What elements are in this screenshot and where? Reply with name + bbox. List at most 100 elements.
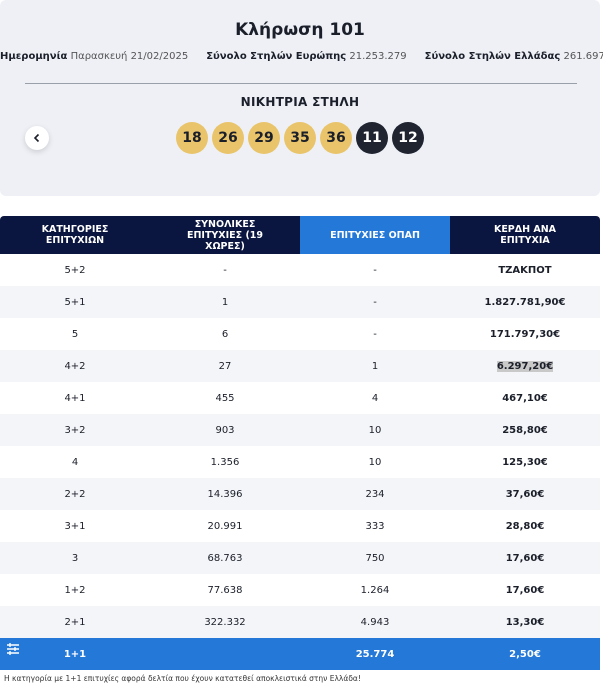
table-cell: 333 — [300, 521, 450, 532]
table-cell: 14.396 — [150, 489, 300, 500]
cell-text: 28,80€ — [505, 520, 545, 532]
table-cell: 3+2 — [0, 425, 150, 436]
table-row: 1+2 77.638 1.264 17,60€ — [0, 574, 600, 606]
info-value: 261.697 — [563, 51, 603, 62]
cell-text: 37,60€ — [505, 488, 545, 500]
footnote: Η κατηγορία με 1+1 επιτυχίες αφορά δελτί… — [4, 674, 361, 683]
info-label: Σύνολο Στηλών Ελλάδας — [424, 51, 561, 62]
table-cell: 27 — [150, 361, 300, 372]
info-label: Σύνολο Στηλών Ευρώπης — [206, 51, 347, 62]
main-number: 18 — [176, 122, 208, 154]
cell-text: 455 — [215, 392, 235, 404]
winning-numbers: 18 26 29 35 36 11 12 — [176, 122, 424, 154]
cell-text: 6 — [221, 328, 229, 340]
cell-text: 1.264 — [360, 584, 390, 596]
cell-text: 68.763 — [207, 552, 243, 564]
cell-text: - — [373, 264, 377, 276]
cell-text: 14.396 — [207, 488, 243, 500]
table-cell: 2+2 — [0, 489, 150, 500]
info-value: 21.253.279 — [349, 51, 407, 62]
table-cell: 5 — [0, 329, 150, 340]
table-row: 4+2 27 1 6.297,20€ — [0, 350, 600, 382]
table-cell: 1.356 — [150, 457, 300, 468]
cell-text: 4.943 — [360, 616, 390, 628]
table-cell: 25.774 — [300, 649, 450, 660]
table-cell: - — [300, 329, 450, 340]
table-cell: 17,60€ — [450, 585, 600, 596]
cell-text: 4 — [371, 392, 379, 404]
main-number: 36 — [320, 122, 352, 154]
euro-number: 11 — [356, 122, 388, 154]
cell-text: 1.356 — [210, 456, 240, 468]
table-cell: ΤΖΑΚΠΟΤ — [450, 265, 600, 276]
table-cell: 2+1 — [0, 617, 150, 628]
table-cell: 4+2 — [0, 361, 150, 372]
cell-text: 13,30€ — [505, 616, 545, 628]
column-header: ΚΑΤΗΓΟΡΙΕΣ ΕΠΙΤΥΧΙΩΝ — [41, 224, 109, 246]
table-cell: 10 — [300, 425, 450, 436]
table-cell: 28,80€ — [450, 521, 600, 532]
table-cell: 234 — [300, 489, 450, 500]
cell-text: 1+2 — [64, 584, 86, 596]
draw-card: Κλήρωση 101 Ημερομηνία Παρασκευή 21/02/2… — [0, 0, 603, 196]
cell-text: 17,60€ — [505, 584, 545, 596]
table-row: 1+1 25.774 2,50€ — [0, 638, 600, 670]
column-header: ΣΥΝΟΛΙΚΕΣ ΕΠΙΤΥΧΙΕΣ (19 ΧΩΡΕΣ) — [186, 218, 264, 252]
table-cell: 1 — [150, 297, 300, 308]
table-cell: 750 — [300, 553, 450, 564]
cell-text: 258,80€ — [502, 424, 548, 436]
table-cell: 13,30€ — [450, 617, 600, 628]
cell-text: 1.827.781,90€ — [484, 296, 566, 308]
draw-info: Ημερομηνία Παρασκευή 21/02/2025 Σύνολο Στ… — [0, 51, 603, 62]
cell-text: 322.332 — [204, 616, 246, 628]
cell-text: 2+2 — [64, 488, 86, 500]
cell-text: 77.638 — [207, 584, 243, 596]
cell-text: 2+1 — [64, 616, 86, 628]
table-row: 3+2 903 10 258,80€ — [0, 414, 600, 446]
table-row: 4 1.356 10 125,30€ — [0, 446, 600, 478]
cell-text: 2,50€ — [509, 648, 541, 660]
cell-text: 10 — [368, 424, 382, 436]
table-cell: 10 — [300, 457, 450, 468]
cell-text: 27 — [218, 360, 232, 372]
cell-text: 17,60€ — [505, 552, 545, 564]
cell-text: 5+2 — [64, 264, 86, 276]
table-row: 5+1 1 - 1.827.781,90€ — [0, 286, 600, 318]
table-row: 2+2 14.396 234 37,60€ — [0, 478, 600, 510]
cell-text: 4 — [71, 456, 79, 468]
cell-text: 3 — [71, 552, 79, 564]
cell-text: 234 — [365, 488, 385, 500]
table-cell: - — [150, 265, 300, 276]
results-table: ΚΑΤΗΓΟΡΙΕΣ ΕΠΙΤΥΧΙΩΝ ΣΥΝΟΛΙΚΕΣ ΕΠΙΤΥΧΙΕΣ … — [0, 216, 600, 670]
table-cell: 1.264 — [300, 585, 450, 596]
table-cell: 77.638 — [150, 585, 300, 596]
main-number: 35 — [284, 122, 316, 154]
table-cell: 467,10€ — [450, 393, 600, 404]
table-row: 2+1 322.332 4.943 13,30€ — [0, 606, 600, 638]
info-label: Ημερομηνία — [0, 51, 68, 62]
column-header: ΚΕΡΔΗ ΑΝΑ ΕΠΙΤΥΧΙΑ — [493, 224, 557, 246]
cell-text: 5+1 — [64, 296, 86, 308]
table-cell: 322.332 — [150, 617, 300, 628]
table-row: 5 6 - 171.797,30€ — [0, 318, 600, 350]
cell-text: 1 — [221, 296, 229, 308]
table-cell: 4 — [300, 393, 450, 404]
draw-title: Κλήρωση 101 — [235, 20, 365, 40]
divider — [25, 83, 577, 84]
table-cell: - — [300, 297, 450, 308]
table-cell: - — [300, 265, 450, 276]
cell-text: 125,30€ — [502, 456, 548, 468]
cell-text: 1+1 — [63, 648, 87, 660]
cell-text: 3+2 — [64, 424, 86, 436]
table-cell: 68.763 — [150, 553, 300, 564]
back-button[interactable] — [25, 126, 49, 150]
list-icon — [7, 642, 19, 655]
cell-text: 5 — [71, 328, 79, 340]
cell-text: 903 — [215, 424, 235, 436]
table-cell: 3 — [0, 553, 150, 564]
column-header: ΕΠΙΤΥΧΙΕΣ ΟΠΑΠ — [300, 216, 450, 254]
table-row: 3 68.763 750 17,60€ — [0, 542, 600, 574]
table-cell: 5+1 — [0, 297, 150, 308]
table-row: 5+2 - - ΤΖΑΚΠΟΤ — [0, 254, 600, 286]
